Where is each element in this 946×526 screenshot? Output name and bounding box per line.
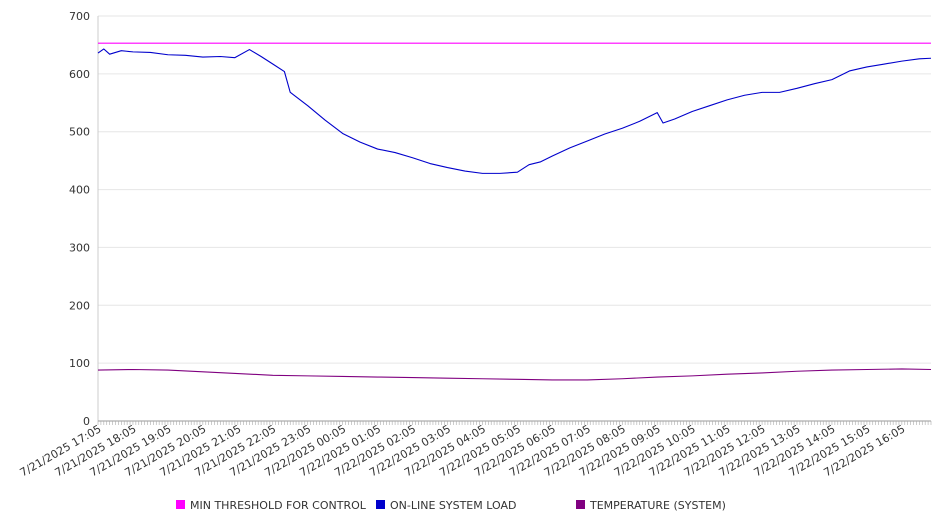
y-tick-labels: 0 100 200 300 400 500 600 700 [69, 10, 90, 428]
y-tick-label: 200 [69, 299, 90, 312]
legend: MIN THRESHOLD FOR CONTROL ON-LINE SYSTEM … [176, 499, 726, 512]
legend-label: MIN THRESHOLD FOR CONTROL [190, 499, 367, 512]
legend-swatch [376, 500, 385, 509]
series-line-temperature-system [97, 368, 932, 381]
y-tick-label: 500 [69, 126, 90, 139]
legend-swatch [576, 500, 585, 509]
x-minor-ticks [97, 421, 932, 425]
axes [97, 16, 932, 425]
legend-label: TEMPERATURE (SYSTEM) [589, 499, 726, 512]
y-tick-label: 300 [69, 241, 90, 254]
y-tick-label: 700 [69, 10, 90, 23]
legend-label: ON-LINE SYSTEM LOAD [390, 499, 516, 512]
y-tick-label: 0 [83, 415, 90, 428]
series-line-on-line-system-load [97, 48, 932, 174]
x-tick-labels: 7/21/2025 17:057/21/2025 18:057/21/2025 … [18, 422, 908, 479]
grid-lines [98, 15, 931, 364]
series-lines [97, 42, 932, 381]
y-tick-label: 100 [69, 357, 90, 370]
y-tick-label: 600 [69, 68, 90, 81]
y-tick-label: 400 [69, 184, 90, 197]
legend-swatch [176, 500, 185, 509]
